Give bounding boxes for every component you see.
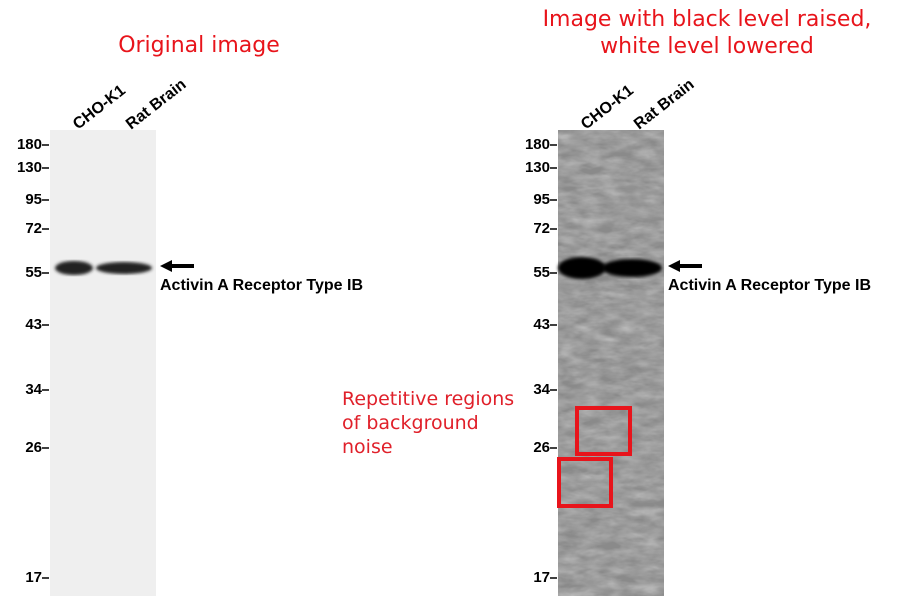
highlight-box	[557, 457, 613, 508]
marker-label: 17	[533, 569, 550, 586]
band-label: Activin A Receptor Type IB	[668, 277, 871, 294]
marker-label: 34	[25, 381, 42, 398]
band	[558, 257, 606, 279]
lane-label: Rat Brain	[631, 76, 698, 133]
marker-label: 72	[25, 220, 42, 237]
marker-label: 55	[533, 264, 550, 281]
marker-label: 130	[525, 159, 550, 176]
gel-noise	[558, 130, 664, 596]
lane-label: CHO-K1	[578, 82, 637, 133]
lane-label: CHO-K1	[70, 82, 129, 133]
marker-label: 72	[533, 220, 550, 237]
marker-label: 130	[17, 159, 42, 176]
annotation-line: noise	[342, 436, 393, 458]
arrow	[160, 260, 194, 272]
marker-label: 43	[533, 316, 550, 333]
panel-title: Original image	[118, 33, 280, 58]
panel: Image with black level raised,white leve…	[525, 7, 871, 596]
marker-label: 26	[533, 439, 550, 456]
marker-label: 180	[17, 136, 42, 153]
marker-label: 43	[25, 316, 42, 333]
band	[55, 261, 93, 275]
annotation-line: of background	[342, 412, 479, 434]
panel-title: white level lowered	[600, 34, 814, 59]
marker-label: 95	[25, 191, 42, 208]
marker-label: 26	[25, 439, 42, 456]
band-label: Activin A Receptor Type IB	[160, 277, 363, 294]
marker-label: 17	[25, 569, 42, 586]
panel-title: Image with black level raised,	[543, 7, 872, 32]
panel: Original image Activin A Receptor Type IB…	[17, 33, 363, 596]
arrow	[668, 260, 702, 272]
highlight-box	[575, 406, 632, 456]
marker-label: 180	[525, 136, 550, 153]
band	[602, 259, 662, 277]
band	[96, 262, 152, 274]
marker-label: 55	[25, 264, 42, 281]
marker-label: 95	[533, 191, 550, 208]
marker-label: 34	[533, 381, 550, 398]
gel	[50, 130, 156, 596]
annotation-line: Repetitive regions	[342, 388, 514, 410]
lane-label: Rat Brain	[123, 76, 190, 133]
